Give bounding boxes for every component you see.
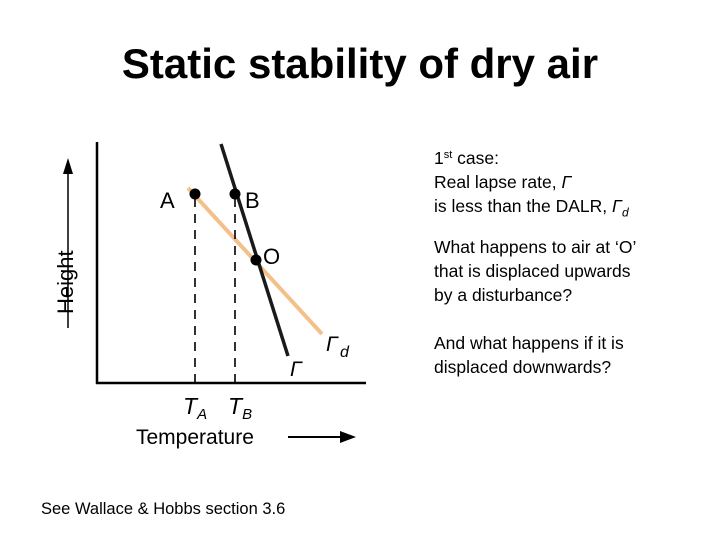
point-a-label: A	[160, 188, 175, 213]
temperature-arrow-head	[340, 431, 356, 443]
case-heading: 1st case:	[434, 148, 499, 168]
point-b-dot	[229, 188, 241, 200]
question-upward-line: by a disturbance?	[434, 285, 573, 305]
real-lapse-line	[219, 143, 290, 357]
height-arrow-head	[63, 158, 73, 174]
y-axis-label: Height	[53, 250, 78, 314]
tb-label: TB	[228, 393, 252, 423]
x-axis-label: Temperature	[136, 426, 254, 449]
question-downward-line: displaced downwards?	[434, 357, 612, 377]
real-lapse-rate-line: Real lapse rate, Γ	[434, 172, 572, 192]
point-b-label: B	[245, 188, 260, 213]
ta-label: TA	[183, 393, 207, 423]
question-downward: And what happens if it is displaced down…	[434, 331, 714, 379]
question-upward: What happens to air at ‘O’ that is displ…	[434, 235, 714, 307]
question-downward-line: And what happens if it is	[434, 333, 624, 353]
slide-title: Static stability of dry air	[121, 40, 599, 87]
reference-footer: See Wallace & Hobbs section 3.6	[41, 500, 286, 518]
question-upward-line: What happens to air at ‘O’	[434, 237, 637, 257]
point-o-dot	[250, 254, 262, 266]
point-o-label: O	[263, 244, 280, 269]
point-a-dot	[189, 188, 201, 200]
question-upward-line: that is displaced upwards	[434, 261, 631, 281]
real-line-label: Γ	[290, 358, 303, 381]
case-description: 1st case: Real lapse rate, Γ is less tha…	[434, 146, 714, 225]
dalr-comparison-line: is less than the DALR, Γd	[434, 196, 629, 220]
